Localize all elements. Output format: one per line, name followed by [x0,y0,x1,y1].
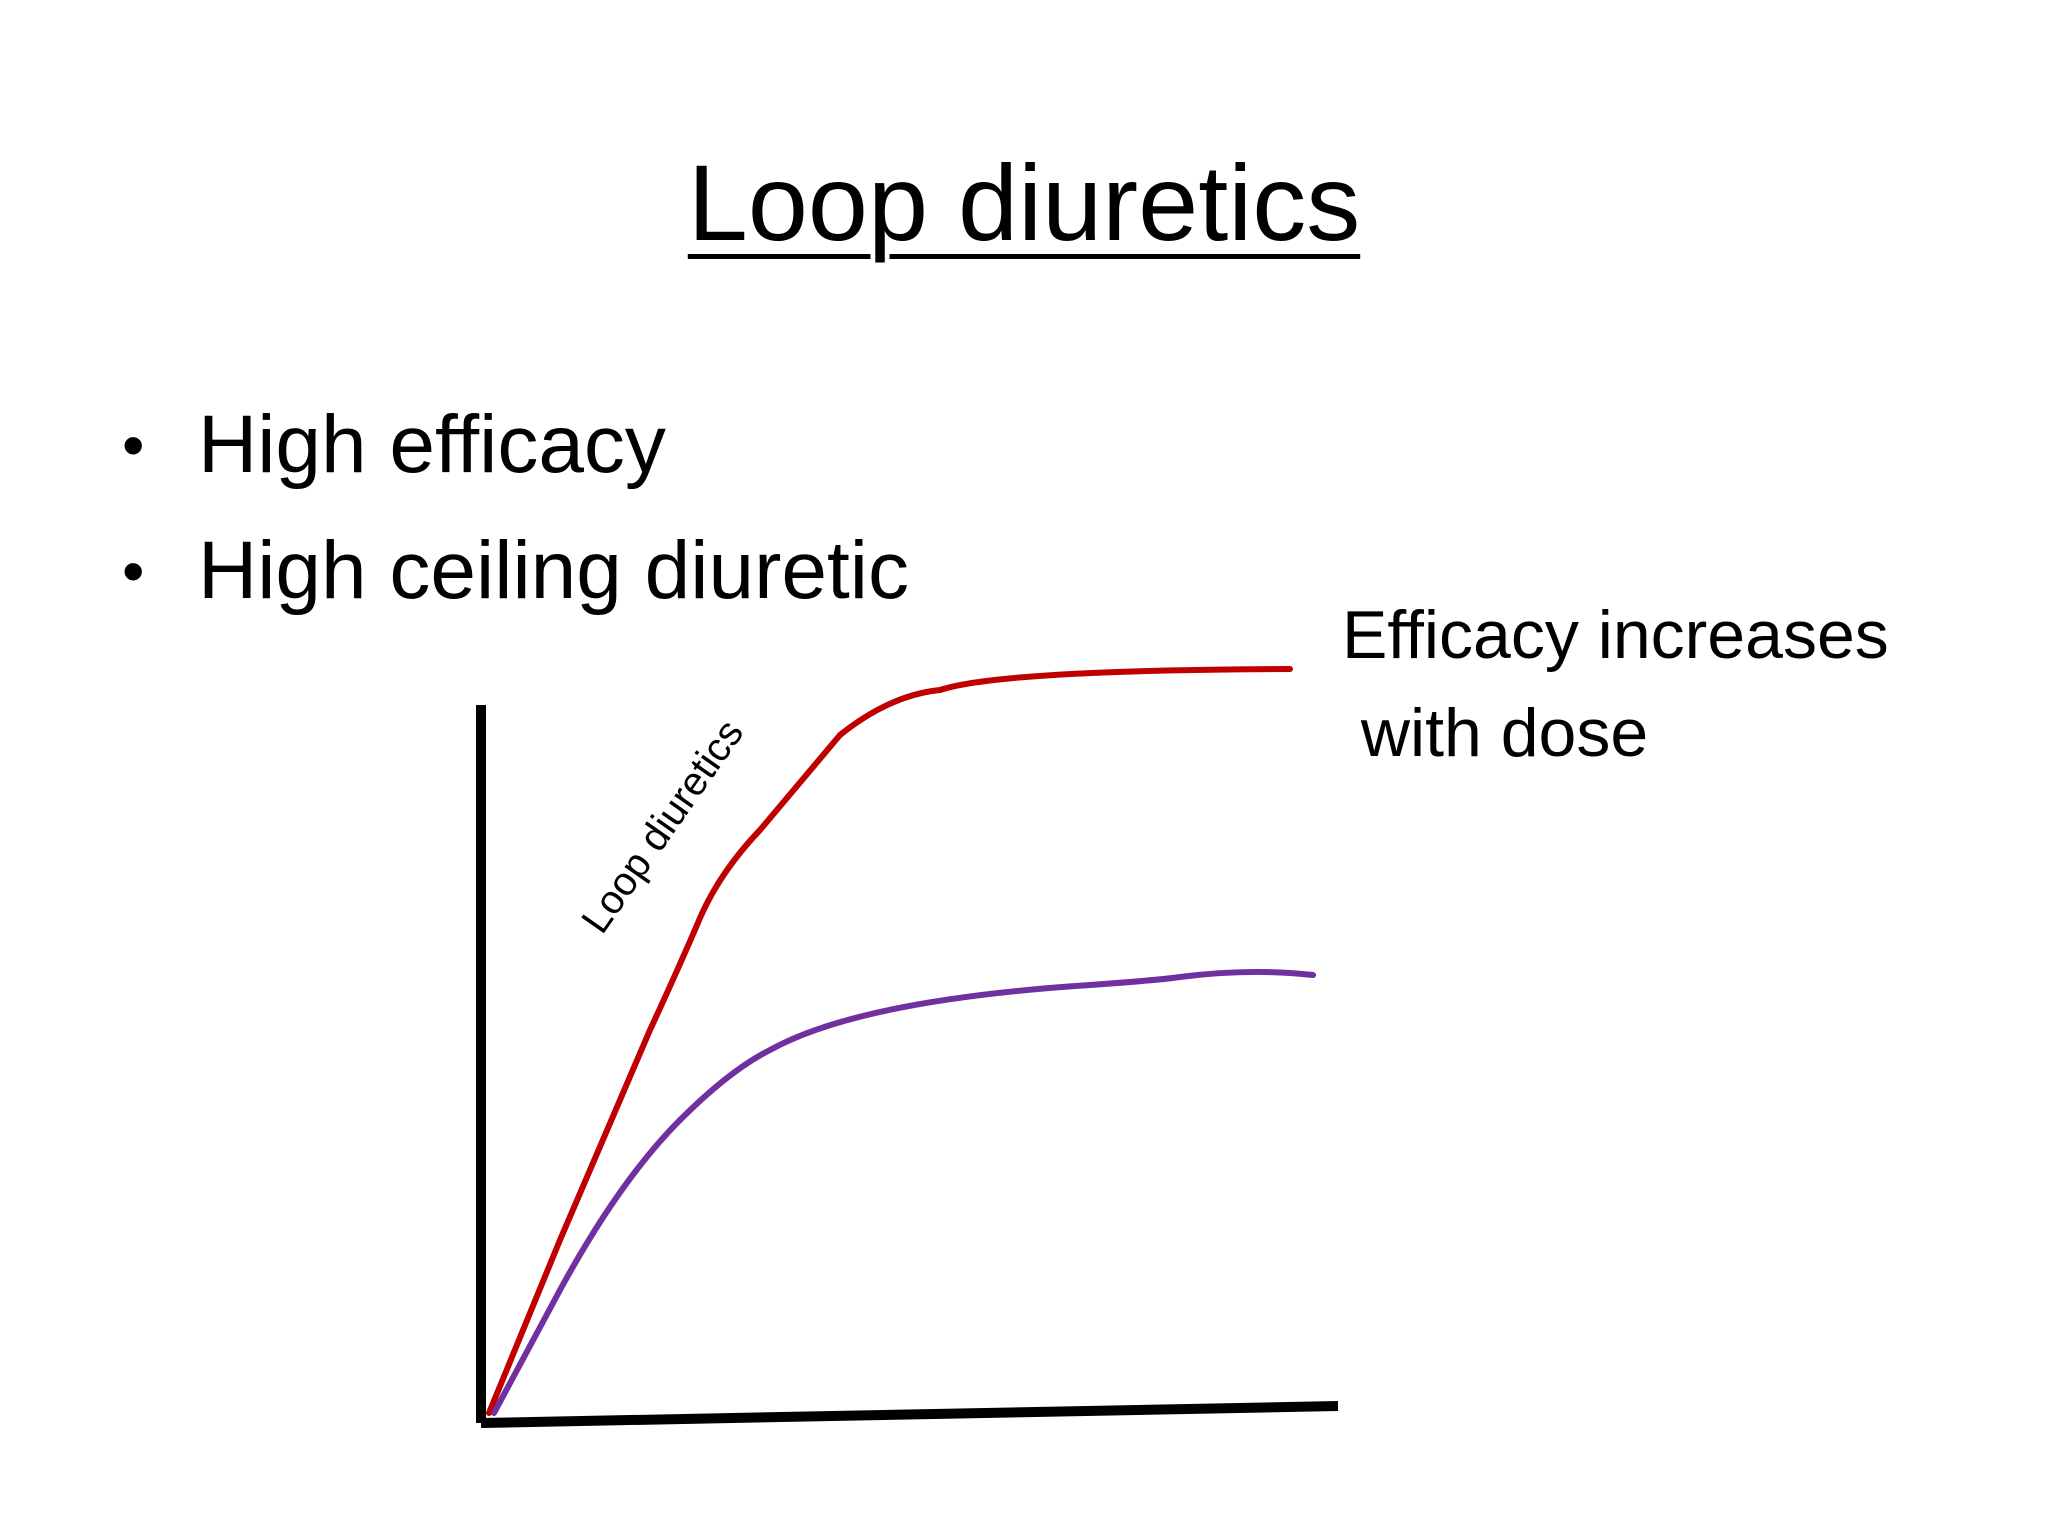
bullet-dot-icon: • [122,535,145,607]
bullet-list: • High efficacy • High ceiling diuretic [122,382,909,634]
bullet-item: • High ceiling diuretic [122,508,909,634]
bullet-text: High ceiling diuretic [198,525,910,616]
loop-diuretics-curve-label: Loop diuretics [573,712,752,941]
loop-diuretic-curve [486,666,1293,1416]
x-axis [480,1401,1339,1428]
slide-title: Loop diuretics [687,142,1361,263]
efficacy-note: Efficacy increases with dose [1342,597,1889,771]
bullet-dot-icon: • [122,409,145,481]
bullet-text: High efficacy [198,399,666,490]
lower-efficacy-curve [491,968,1316,1416]
bullet-item: • High efficacy [122,382,909,508]
